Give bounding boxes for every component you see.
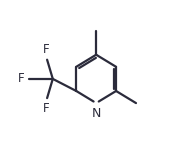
Text: N: N bbox=[91, 107, 101, 120]
Text: F: F bbox=[17, 72, 24, 85]
Text: F: F bbox=[43, 102, 50, 115]
Text: F: F bbox=[43, 43, 50, 56]
